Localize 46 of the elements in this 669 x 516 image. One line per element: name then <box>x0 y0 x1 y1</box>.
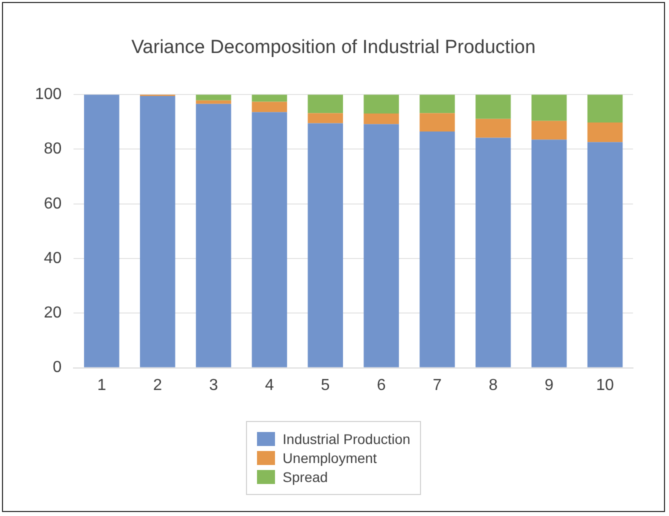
x-tick-label: 10 <box>596 376 614 394</box>
bar <box>140 96 176 368</box>
x-tick-label: 5 <box>320 376 330 394</box>
bar <box>196 94 232 100</box>
bar <box>364 113 399 124</box>
y-tick-label: 20 <box>44 304 62 322</box>
bar <box>587 142 623 368</box>
legend-label: Industrial Production <box>282 431 410 447</box>
bar <box>308 94 343 114</box>
x-tick-label: 7 <box>432 376 442 394</box>
bar <box>587 94 623 122</box>
chart-title: Variance Decomposition of Industrial Production <box>130 37 537 59</box>
bar <box>196 104 232 368</box>
bar <box>364 94 399 114</box>
bar <box>364 124 399 368</box>
y-tick-label: 60 <box>44 195 62 212</box>
bar <box>476 138 511 368</box>
bar <box>476 94 511 119</box>
x-tick-label: 4 <box>265 376 274 394</box>
bar <box>531 120 567 140</box>
bar <box>308 123 343 368</box>
bar <box>420 113 455 132</box>
x-tick-label: 8 <box>488 376 498 394</box>
x-tick-label: 2 <box>153 376 162 394</box>
y-tick-label: 40 <box>44 250 62 267</box>
x-tick-label: 1 <box>97 376 106 394</box>
bar <box>308 113 343 124</box>
bar <box>252 94 288 102</box>
bar <box>531 94 567 121</box>
y-tick-label: 80 <box>44 140 62 158</box>
bar <box>420 131 455 368</box>
bar <box>196 100 232 104</box>
y-tick-label: 100 <box>34 86 62 104</box>
bar <box>531 140 567 368</box>
legend-label: Spread <box>282 469 328 485</box>
bar <box>252 102 288 112</box>
x-tick-label: 3 <box>209 376 218 394</box>
x-tick-label: 9 <box>544 376 554 394</box>
bar <box>420 94 455 114</box>
bar <box>252 112 288 368</box>
bar <box>587 122 623 142</box>
bar <box>476 118 511 138</box>
legend-label: Unemployment <box>282 450 377 466</box>
x-tick-label: 6 <box>376 376 386 394</box>
y-tick-label: 0 <box>52 359 62 376</box>
bar <box>84 94 120 368</box>
